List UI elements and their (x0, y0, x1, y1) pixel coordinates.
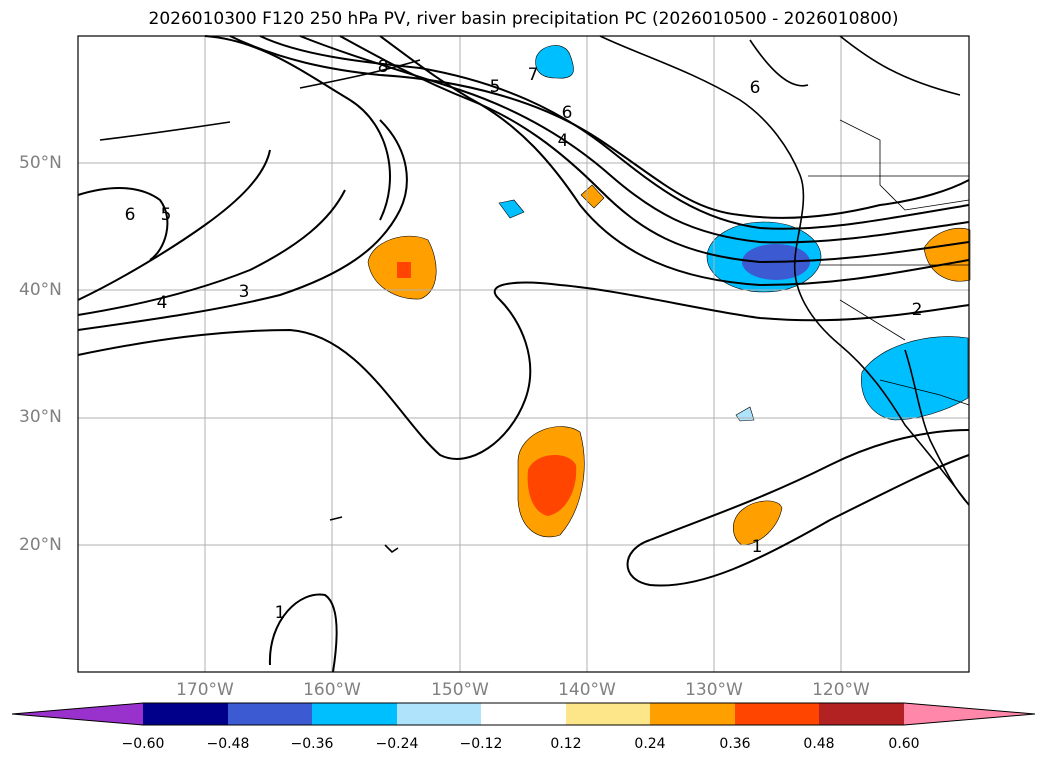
map-title: 2026010300 F120 250 hPa PV, river basin … (148, 9, 899, 29)
contour-label-4-north: 4 (558, 131, 569, 151)
contour-label-1-southwest: 1 (275, 603, 286, 623)
colorbar-tick-pos036: 0.36 (719, 736, 751, 752)
lon-label-150w: 150°W (431, 680, 489, 700)
contour-label-1-south: 1 (752, 537, 763, 557)
colorbar-tick-neg024: −0.24 (375, 736, 419, 752)
neg-anomaly-gulf-alaska (535, 45, 574, 79)
precip-shading (367, 45, 971, 546)
graticule (78, 36, 969, 672)
lat-label-40n: 40°N (19, 280, 62, 300)
contour-label-6-west: 6 (125, 205, 136, 225)
lon-label-160w: 160°W (303, 680, 361, 700)
colorbar-tick-pos012: 0.12 (550, 736, 582, 752)
contour-label-8: 8 (378, 57, 389, 77)
colorbar-segment (312, 703, 397, 725)
pos-anomaly-coast-east (923, 227, 971, 282)
lon-label-130w: 130°W (685, 680, 743, 700)
colorbar-tick-neg060: −0.60 (121, 736, 165, 752)
colorbar-tick-pos060: 0.60 (888, 736, 920, 752)
colorbar-segment (566, 703, 650, 725)
colorbar-segment (228, 703, 312, 725)
colorbar-tick-neg036: −0.36 (290, 736, 334, 752)
lon-label-140w: 140°W (558, 680, 616, 700)
colorbar-extend-low (12, 703, 143, 725)
contour-label-4-west: 4 (157, 293, 168, 313)
neg-anomaly-small-2 (735, 406, 755, 422)
colorbar-segment (143, 703, 228, 725)
colorbar-segment (819, 703, 904, 725)
map-frame (77, 35, 970, 673)
contour-label-5-north: 5 (490, 77, 501, 97)
colorbar-tick-pos048: 0.48 (803, 736, 835, 752)
neg-anomaly-southwest (861, 336, 969, 421)
colorbar-segments (12, 703, 1035, 725)
lat-label-50n: 50°N (19, 153, 62, 173)
colorbar-tick-neg048: −0.48 (206, 736, 250, 752)
map-panel: 6 5 4 3 8 7 5 6 4 6 2 1 1 (77, 35, 971, 673)
pos-anomaly-central-core (527, 454, 577, 516)
contour-label-2: 2 (912, 300, 923, 320)
contour-label-5-west: 5 (161, 205, 172, 225)
neg-anomaly-small-1 (498, 199, 525, 219)
pv-contours (77, 35, 970, 673)
pos-anomaly-small (580, 184, 605, 209)
contour-label-6-north: 6 (562, 103, 573, 123)
colorbar-extend-high (904, 703, 1035, 725)
colorbar-segment (735, 703, 819, 725)
contour-label-7: 7 (528, 65, 539, 85)
colorbar-tick-neg012: −0.12 (459, 736, 503, 752)
lon-label-170w: 170°W (176, 680, 234, 700)
colorbar-segment (481, 703, 566, 725)
contour-label-6-northeast: 6 (750, 78, 761, 98)
colorbar-segment (650, 703, 735, 725)
coastlines (99, 35, 970, 554)
contour-label-3-west: 3 (239, 282, 250, 302)
colorbar-outline (11, 702, 1036, 726)
lat-label-30n: 30°N (19, 407, 62, 427)
colorbar-tick-pos024: 0.24 (634, 736, 666, 752)
colorbar-segment (397, 703, 481, 725)
pos-anomaly-south (732, 500, 783, 546)
pos-anomaly-west-core (397, 262, 411, 278)
colorbar (11, 702, 1036, 726)
lat-label-20n: 20°N (19, 535, 62, 555)
contour-labels: 6 5 4 3 8 7 5 6 4 6 2 1 1 (125, 57, 923, 623)
lon-label-120w: 120°W (812, 680, 870, 700)
